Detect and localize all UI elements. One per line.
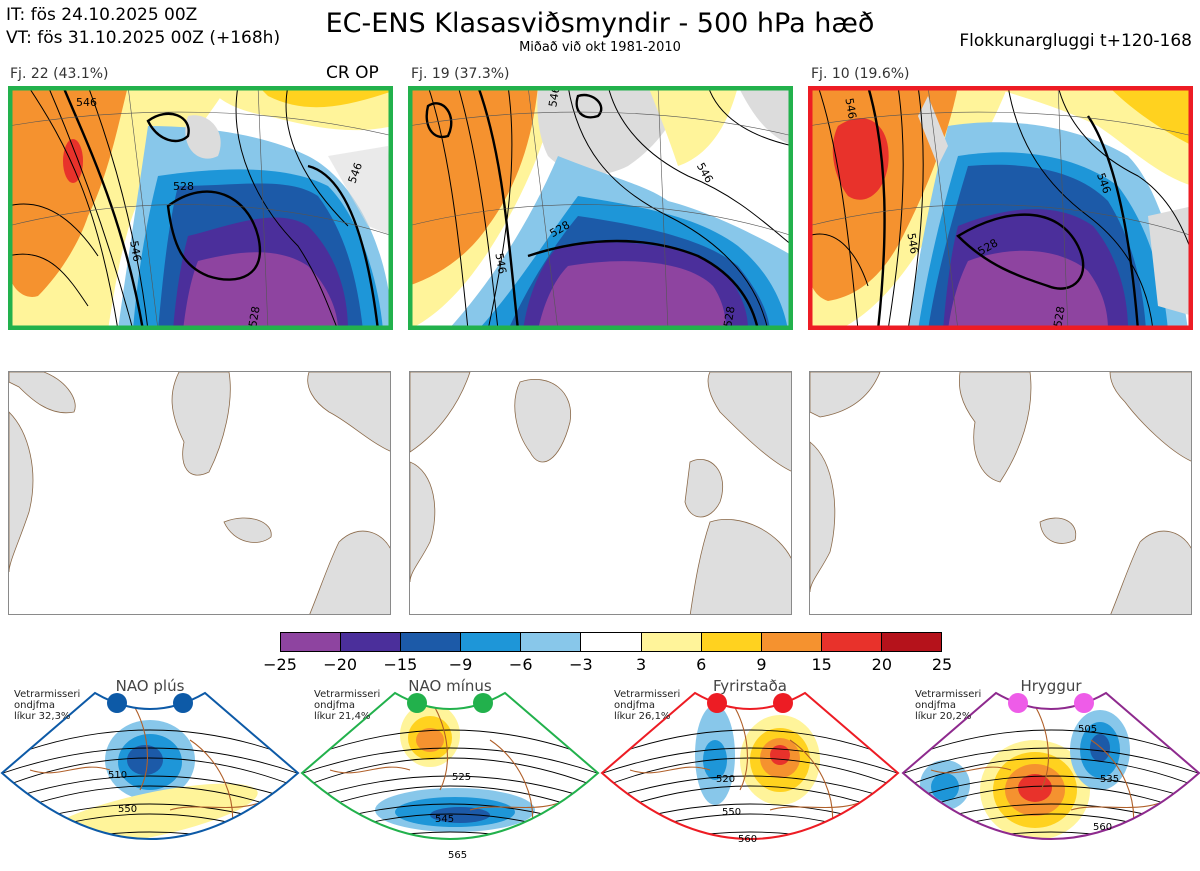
regime-map-outline	[300, 691, 600, 840]
panel-frame	[808, 86, 1193, 330]
regime-contour-label: 545	[435, 814, 454, 825]
contour-label: 546	[904, 232, 920, 255]
contour-label: 528	[173, 180, 194, 193]
colorbar-segment	[701, 633, 762, 651]
contour-label: 546	[127, 240, 143, 263]
regime-marker-dot	[707, 693, 727, 713]
colorbar-segment	[281, 633, 342, 651]
regime-title: NAO plús	[115, 677, 185, 695]
colorbar-segment	[401, 633, 462, 651]
regime-contour-label: 510	[108, 770, 127, 781]
basemap-1[interactable]	[8, 371, 391, 615]
panel-3-label: Fj. 10 (19.6%)	[811, 66, 910, 82]
header-info: IT: fös 24.10.2025 00Z VT: fös 31.10.202…	[6, 4, 280, 50]
colorbar-segment	[641, 633, 702, 651]
regime-title: NAO mínus	[408, 677, 492, 695]
basemap-1-graphic	[9, 372, 390, 614]
colorbar-segment	[761, 633, 822, 651]
regime-map-outline	[600, 691, 900, 840]
basemap-3-graphic	[810, 372, 1191, 614]
contour-label: 528	[721, 305, 737, 328]
cluster-map-3-graphic: 546 528 546 528 546	[808, 86, 1193, 330]
cluster-map-1-graphic: 546 528 546 528 546	[8, 86, 393, 330]
colorbar-tick-label: −15	[383, 655, 418, 674]
colorbar-tick-label: 25	[931, 655, 953, 674]
colorbar-segment	[521, 633, 582, 651]
cluster-map-2[interactable]: 546 528 546 528 546	[408, 86, 793, 330]
init-time: IT: fös 24.10.2025 00Z	[6, 5, 198, 25]
colorbar-tick-label: 15	[811, 655, 832, 674]
colorbar-tick-label: 9	[756, 655, 767, 674]
colorbar-segment	[461, 633, 522, 651]
colorbar-tick-label: −3	[569, 655, 593, 674]
page-subtitle: Miðað við okt 1981-2010	[519, 40, 681, 55]
regime-probability-note: Vetrarmisseri ondjfma líkur 32,3%	[14, 689, 81, 722]
colorbar-tick-label: 3	[635, 655, 647, 674]
contour-label: 528	[1051, 305, 1067, 328]
colorbar-segment	[881, 633, 942, 651]
cluster-map-3[interactable]: 546 528 546 528 546	[808, 86, 1193, 330]
contour-label: 528	[246, 305, 262, 328]
regime-contour-label: 525	[452, 772, 471, 783]
regime-probability-note: Vetrarmisseri ondjfma líkur 26,1%	[614, 689, 681, 722]
regime-map-outline	[0, 691, 300, 840]
regime-contour-label: 550	[722, 807, 741, 818]
regime-contour-label: 535	[1100, 774, 1119, 785]
contour-label: 546	[492, 252, 508, 275]
regime-map-outline	[901, 691, 1200, 840]
panel-1-extra: CR OP	[326, 63, 379, 83]
colorbar-tick-label: −9	[448, 655, 473, 674]
cluster-map-1[interactable]: 546 528 546 528 546	[8, 86, 393, 330]
regime-map-2[interactable]: 525 545 565	[300, 681, 600, 871]
regime-marker-dot	[107, 693, 127, 713]
colorbar-tick-label: 20	[871, 655, 892, 674]
contour-label: 546	[842, 97, 858, 120]
panel-2-label: Fj. 19 (37.3%)	[411, 66, 510, 82]
panel-frame	[8, 86, 393, 330]
contour-label: 546	[76, 96, 97, 109]
regime-title: Fyrirstaða	[713, 677, 787, 695]
regime-marker-dot	[407, 693, 427, 713]
regime-marker-dot	[1074, 693, 1094, 713]
colorbar-segment	[821, 633, 882, 651]
valid-time: VT: fös 31.10.2025 00Z (+168h)	[6, 28, 281, 48]
colorbar-segment	[341, 633, 402, 651]
colorbar-tick-label: 6	[696, 655, 707, 674]
regime-marker-dot	[173, 693, 193, 713]
colorbar-tick-label: −6	[508, 655, 533, 674]
colorbar	[280, 632, 942, 652]
basemap-2[interactable]	[409, 371, 792, 615]
regime-marker-dot	[1008, 693, 1028, 713]
regime-contour-label: 560	[1093, 822, 1112, 833]
regime-probability-note: Vetrarmisseri ondjfma líkur 21,4%	[314, 689, 381, 722]
panel-1-label: Fj. 22 (43.1%)	[10, 66, 109, 82]
regime-probability-note: Vetrarmisseri ondjfma líkur 20,2%	[915, 689, 982, 722]
regime-contour-label: 505	[1078, 724, 1097, 735]
regime-marker-dot	[473, 693, 493, 713]
basemap-2-graphic	[410, 372, 791, 614]
cluster-map-2-graphic: 546 528 546 528 546	[408, 86, 793, 330]
colorbar-tick-label: −25	[263, 655, 297, 674]
regime-contour-label: 520	[716, 774, 735, 785]
colorbar-tick-label: −20	[323, 655, 358, 674]
regime-map-4[interactable]: 505 535 560	[901, 681, 1200, 871]
regime-map-1[interactable]: 510 550	[0, 681, 300, 871]
regime-marker-dot	[773, 693, 793, 713]
regime-contour-label: 565	[448, 850, 467, 861]
regime-title: Hryggur	[1020, 677, 1082, 695]
regime-contour-label: 560	[738, 834, 757, 845]
regime-contour-label: 550	[118, 804, 137, 815]
contour-label: 546	[546, 86, 562, 108]
page-title: EC-ENS Klasasviðsmyndir - 500 hPa hæð	[325, 8, 875, 39]
panel-frame	[408, 86, 793, 330]
basemap-3[interactable]	[809, 371, 1192, 615]
classification-window: Flokkunargluggi t+120-168	[959, 31, 1192, 51]
colorbar-segment	[581, 633, 642, 651]
regime-map-3[interactable]: 520 550 560	[600, 681, 900, 871]
